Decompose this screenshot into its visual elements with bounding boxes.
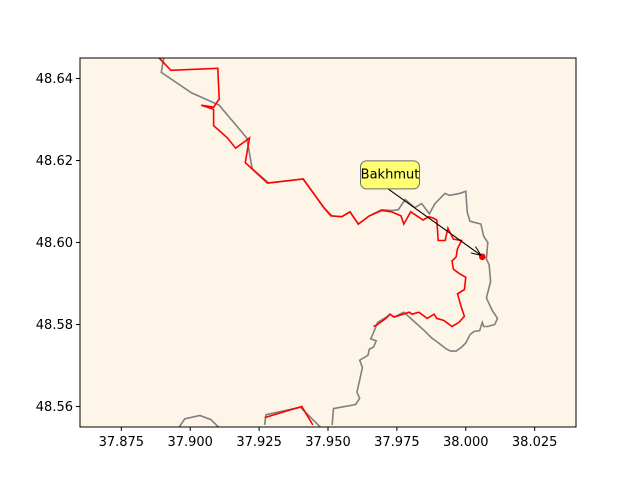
- x-tick-label: 37.950: [305, 435, 351, 450]
- red-frontline: [158, 58, 467, 328]
- y-axis: 48.56 48.58 48.60 48.62 48.64: [36, 72, 80, 415]
- x-tick-label: 37.925: [236, 435, 282, 450]
- annotation-arrow: [387, 188, 480, 255]
- y-tick-label: 48.62: [36, 154, 73, 169]
- x-axis: 37.875 37.900 37.925 37.950 37.975 38.000 38.0…: [99, 427, 558, 450]
- x-tick-label: 37.875: [99, 435, 145, 450]
- y-tick-label: 48.60: [36, 236, 73, 251]
- y-tick-label: 48.58: [36, 318, 73, 333]
- map-lines: [158, 58, 499, 427]
- annotation: Bakhmut: [360, 160, 481, 255]
- gray-boundary-line: [178, 414, 220, 427]
- x-tick-label: 37.975: [374, 435, 420, 450]
- annotation-label: Bakhmut: [361, 167, 420, 182]
- plot-background: [80, 58, 576, 427]
- red-frontline: [264, 405, 314, 426]
- x-tick-label: 38.025: [512, 435, 558, 450]
- x-tick-label: 37.900: [167, 435, 213, 450]
- gray-boundary-line: [263, 406, 322, 427]
- x-tick-label: 38.000: [443, 435, 489, 450]
- annotation-box: [360, 160, 420, 190]
- y-tick-label: 48.56: [36, 400, 73, 415]
- y-tick-label: 48.64: [36, 72, 73, 87]
